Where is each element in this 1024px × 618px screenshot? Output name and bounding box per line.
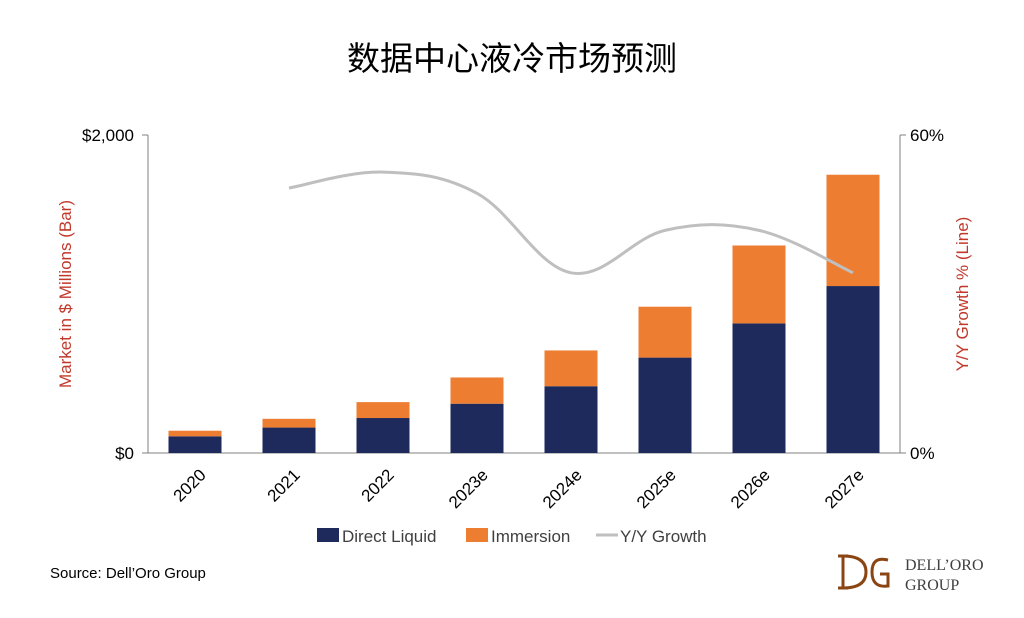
logo-text-line2: GROUP <box>905 577 959 594</box>
x-tick-label-2022: 2022 <box>358 465 398 505</box>
bar-group <box>168 174 880 453</box>
legend-swatch-direct-liquid <box>317 528 339 542</box>
source-note: Source: Dell’Oro Group <box>50 565 206 582</box>
legend-swatch-immersion <box>466 528 488 542</box>
bar-immersion-2021 <box>262 418 316 428</box>
bar-direct-liquid-2020 <box>168 436 222 453</box>
logo-text-line1: DELL’ORO <box>905 557 984 574</box>
bar-direct-liquid-2026e <box>732 323 786 453</box>
x-tick-label-2020: 2020 <box>170 465 210 505</box>
bar-immersion-2026e <box>732 245 786 324</box>
bar-immersion-2020 <box>168 430 222 437</box>
bar-direct-liquid-2022 <box>356 418 410 453</box>
legend-label-immersion: Immersion <box>491 527 570 546</box>
chart-title: 数据中心液冷市场预测 <box>347 39 677 78</box>
bar-immersion-2024e <box>544 350 598 387</box>
right-axis-title: Y/Y Growth % (Line) <box>953 217 972 372</box>
dell-oro-logo: DELL’ORO GROUP <box>838 554 984 594</box>
bar-immersion-2022 <box>356 402 410 419</box>
bar-immersion-2025e <box>638 306 692 358</box>
line-yy-growth <box>288 170 854 275</box>
bar-immersion-2023e <box>450 377 504 404</box>
left-axis-title: Market in $ Millions (Bar) <box>56 200 75 388</box>
x-tick-label-2027e: 2027e <box>821 465 868 512</box>
x-tick-label-2024e: 2024e <box>539 465 586 512</box>
bar-direct-liquid-2021 <box>262 427 316 453</box>
bar-direct-liquid-2027e <box>826 286 880 453</box>
growth-line-group <box>288 170 854 275</box>
right-tick-label-max: 60% <box>910 126 944 145</box>
bar-direct-liquid-2024e <box>544 386 598 453</box>
right-tick-label-min: 0% <box>910 444 935 463</box>
left-tick-label-min: $0 <box>115 444 134 463</box>
legend-label-yy-growth: Y/Y Growth <box>620 527 707 546</box>
bar-immersion-2027e <box>826 174 880 287</box>
logo-mark-icon <box>838 554 890 590</box>
x-tick-label-2023e: 2023e <box>445 465 492 512</box>
bar-direct-liquid-2023e <box>450 403 504 453</box>
legend: Direct Liquid Immersion Y/Y Growth <box>317 527 707 546</box>
x-tick-label-2021: 2021 <box>264 465 304 505</box>
x-tick-labels: 2020 2021 2022 2023e 2024e 2025e 2026e 2027e <box>170 465 868 512</box>
x-tick-label-2025e: 2025e <box>633 465 680 512</box>
x-tick-label-2026e: 2026e <box>727 465 774 512</box>
bar-direct-liquid-2025e <box>638 357 692 453</box>
left-tick-label-max: $2,000 <box>82 126 134 145</box>
legend-label-direct-liquid: Direct Liquid <box>342 527 437 546</box>
